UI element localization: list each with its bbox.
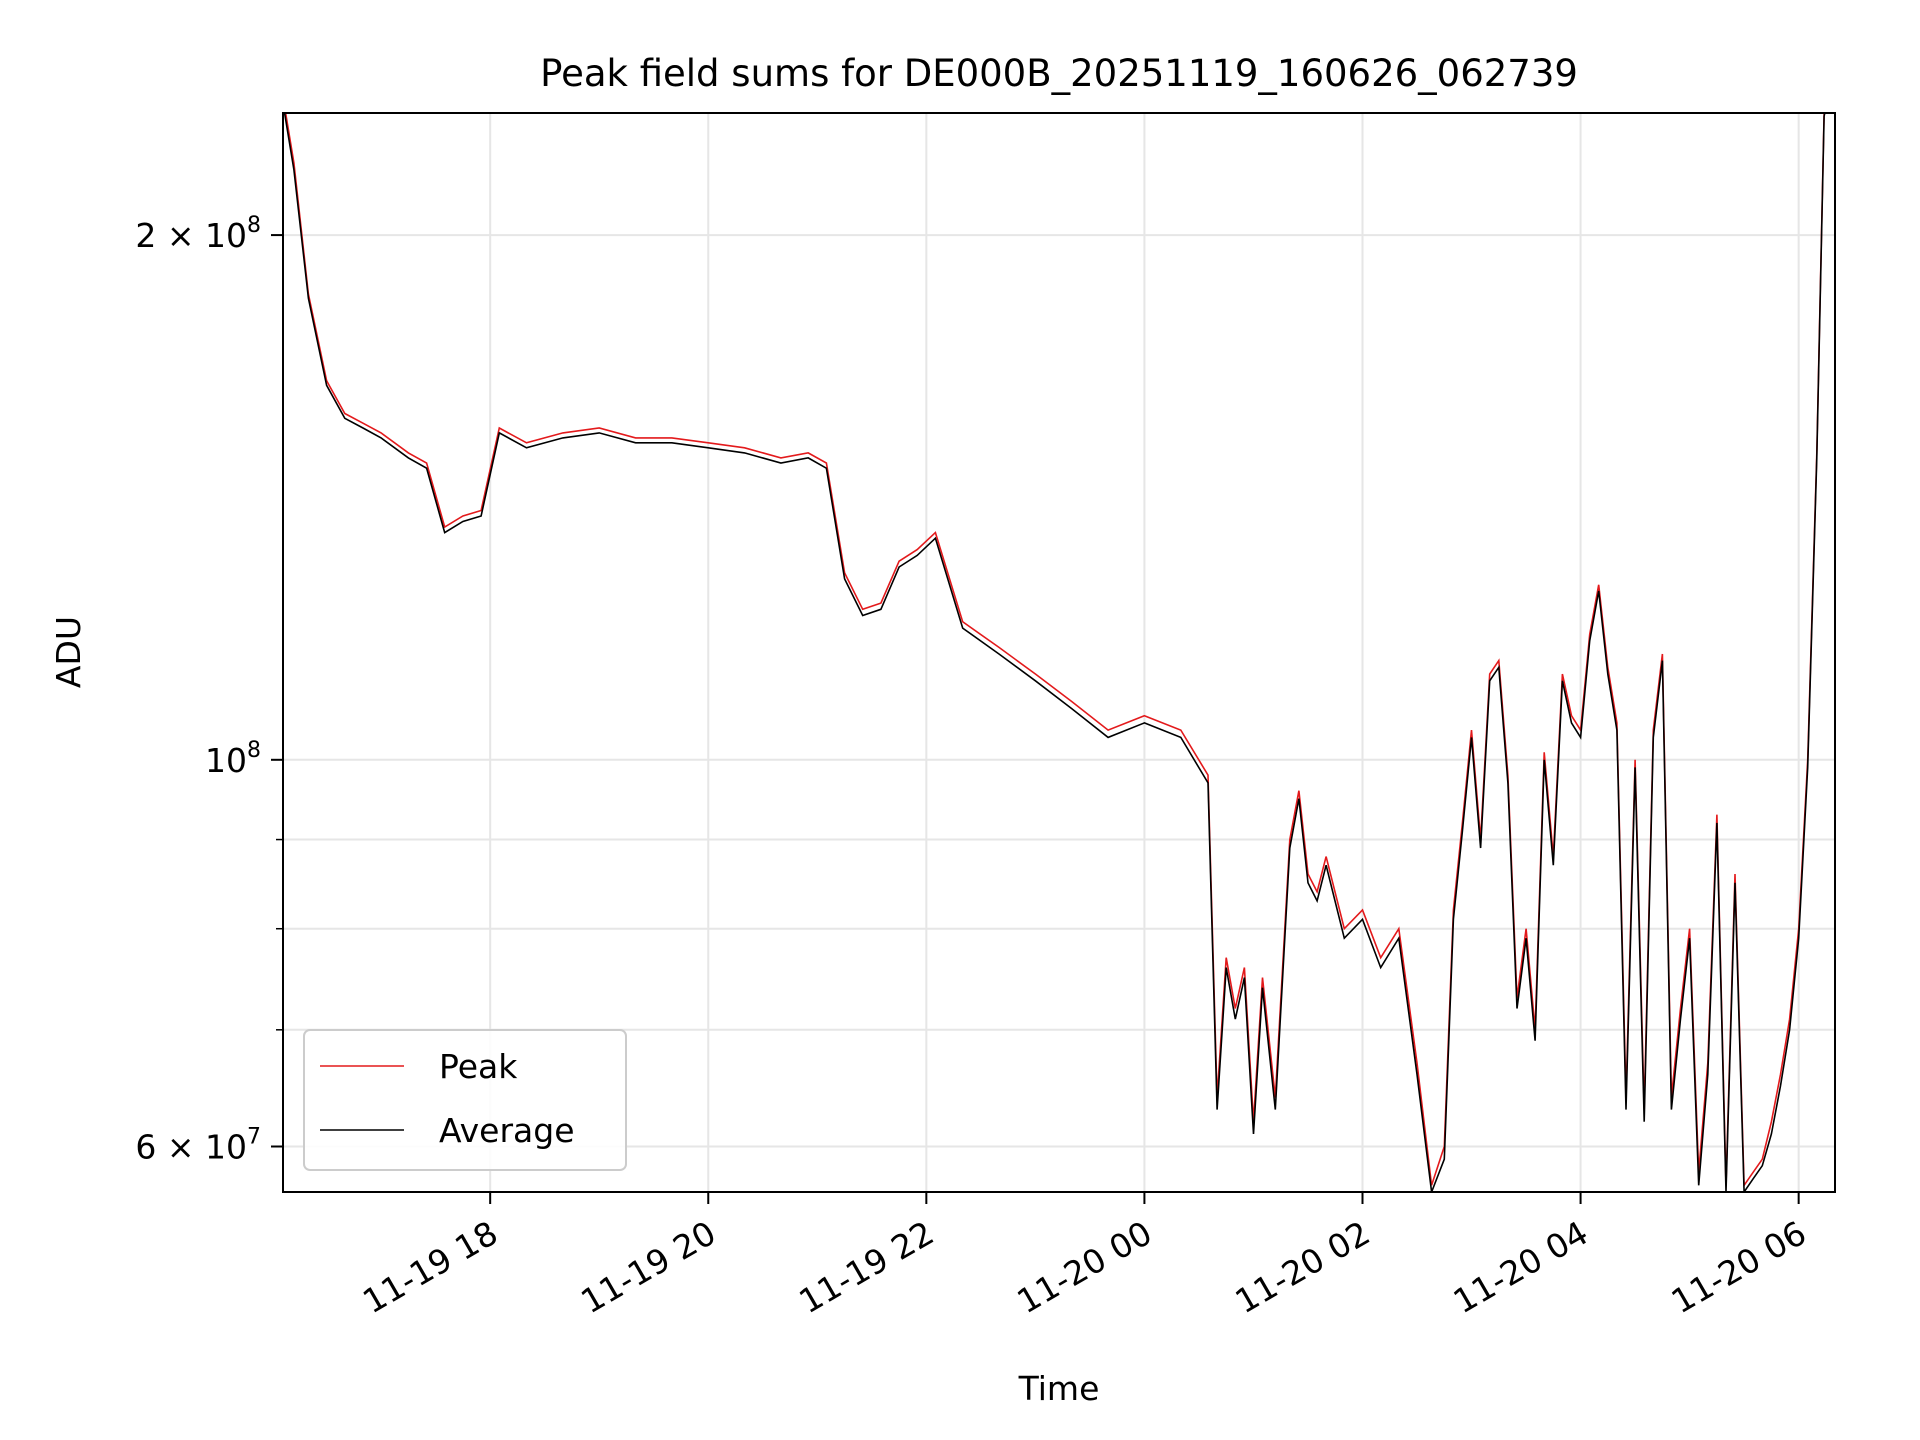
y-tick-label: 2 × 108 bbox=[135, 213, 261, 255]
x-tick-label: 11-20 06 bbox=[1665, 1213, 1813, 1321]
x-axis: 11-19 18 11-19 20 11-19 22 11-20 00 11-20 02… bbox=[356, 1192, 1813, 1321]
chart-title: Peak field sums for DE000B_20251119_1606… bbox=[540, 52, 1578, 95]
x-tick-label: 11-19 20 bbox=[574, 1213, 722, 1321]
x-tick-label: 11-20 04 bbox=[1447, 1213, 1595, 1321]
y-axis: 2 × 108 108 6 × 107 bbox=[135, 213, 283, 1167]
y-axis-label: ADU bbox=[49, 616, 88, 688]
y-tick-label: 6 × 107 bbox=[135, 1125, 261, 1167]
legend: Peak Average bbox=[303, 1029, 627, 1171]
legend-label-average: Average bbox=[439, 1111, 575, 1150]
x-tick-label: 11-19 18 bbox=[356, 1213, 504, 1321]
y-tick-label: 108 bbox=[205, 738, 261, 780]
plot-frame bbox=[282, 112, 1836, 1193]
grid-lines bbox=[283, 113, 1835, 1192]
x-tick-label: 11-19 22 bbox=[792, 1213, 940, 1321]
series-line-average bbox=[283, 113, 1826, 1192]
series-line-peak bbox=[284, 113, 1825, 1188]
legend-box bbox=[303, 1029, 627, 1171]
x-tick-label: 11-20 00 bbox=[1010, 1213, 1158, 1321]
x-tick-label: 11-20 02 bbox=[1228, 1213, 1376, 1321]
legend-label-peak: Peak bbox=[439, 1047, 518, 1086]
x-axis-label: Time bbox=[1018, 1369, 1100, 1408]
